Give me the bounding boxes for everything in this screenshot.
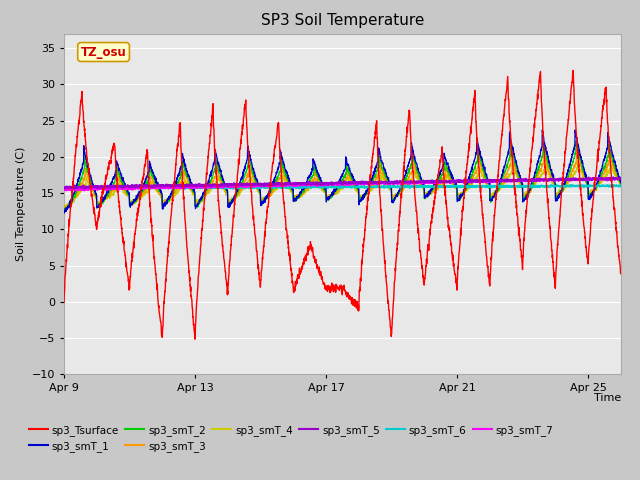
Title: SP3 Soil Temperature: SP3 Soil Temperature [260,13,424,28]
Text: TZ_osu: TZ_osu [81,46,127,59]
Text: Time: Time [593,393,621,403]
Legend: sp3_Tsurface, sp3_smT_1, sp3_smT_2, sp3_smT_3, sp3_smT_4, sp3_smT_5, sp3_smT_6, : sp3_Tsurface, sp3_smT_1, sp3_smT_2, sp3_… [25,420,557,456]
Y-axis label: Soil Temperature (C): Soil Temperature (C) [16,147,26,261]
